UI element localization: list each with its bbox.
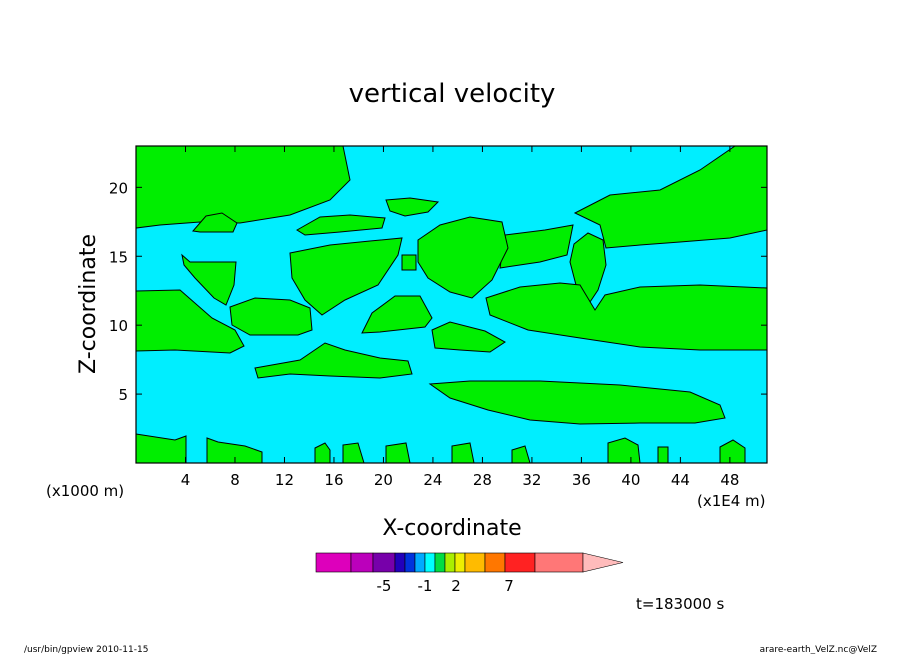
colorbar-segment xyxy=(404,552,416,573)
colorbar-labels: -5 -1 2 7 xyxy=(377,577,514,595)
positive-region xyxy=(431,321,506,353)
positive-region xyxy=(314,442,331,464)
plot-frame xyxy=(135,145,768,464)
x-axis-ticks: 4 8 12 16 20 24 28 32 36 40 44 48 xyxy=(181,146,739,489)
footer-right: arare-earth_VelZ.nc@VelZ xyxy=(760,645,877,654)
colorbar-level-label: 2 xyxy=(451,577,461,595)
colorbar-segment xyxy=(434,552,446,573)
x-tick-label: 24 xyxy=(423,471,442,489)
colorbar-segment xyxy=(484,552,506,573)
y-tick-label: 5 xyxy=(118,386,128,404)
positive-region xyxy=(428,380,726,425)
positive-region xyxy=(657,446,669,464)
colorbar-segment xyxy=(394,552,406,573)
colorbar-level-label: -1 xyxy=(418,577,433,595)
positive-region xyxy=(361,295,433,334)
colorbar-segment xyxy=(350,552,374,573)
positive-region xyxy=(385,442,411,464)
positive-region xyxy=(607,437,641,464)
time-label: t=183000 s xyxy=(636,595,724,613)
y-axis-label: Z-coordinate xyxy=(76,234,101,374)
colorbar-segment xyxy=(454,552,466,573)
x-tick-label: 8 xyxy=(230,471,240,489)
y-tick-label: 20 xyxy=(109,179,128,197)
colorbar-segment xyxy=(414,552,426,573)
positive-region xyxy=(229,297,313,336)
colorbar-segment xyxy=(464,552,486,573)
positive-region xyxy=(135,289,245,354)
colorbar xyxy=(315,552,624,573)
colorbar-segment xyxy=(504,552,536,573)
positive-region xyxy=(417,216,509,299)
positive-region xyxy=(485,282,768,351)
colorbar-level-label: -5 xyxy=(377,577,392,595)
chart-title: vertical velocity xyxy=(349,79,556,109)
x-tick-label: 44 xyxy=(671,471,690,489)
x-axis-label: X-coordinate xyxy=(382,516,521,541)
x-tick-label: 16 xyxy=(324,471,343,489)
positive-region xyxy=(181,253,237,306)
positive-region xyxy=(135,433,187,464)
positive-region xyxy=(451,442,475,464)
y-tick-label: 15 xyxy=(109,248,128,266)
x-unit-left: (x1000 m) xyxy=(46,482,124,500)
footer-left: /usr/bin/gpview 2010-11-15 xyxy=(24,645,148,654)
colorbar-segment xyxy=(444,552,456,573)
positive-region xyxy=(254,342,413,379)
positive-region xyxy=(289,237,403,316)
colorbar-arrow xyxy=(582,552,624,573)
positive-region xyxy=(192,212,238,233)
x-tick-label: 48 xyxy=(720,471,739,489)
x-tick-label: 12 xyxy=(275,471,294,489)
x-tick-label: 28 xyxy=(473,471,492,489)
x-tick-label: 32 xyxy=(522,471,541,489)
x-unit-right: (x1E4 m) xyxy=(697,492,766,510)
x-tick-label: 36 xyxy=(572,471,591,489)
x-tick-label: 40 xyxy=(621,471,640,489)
positive-regions xyxy=(135,145,768,464)
colorbar-segment xyxy=(534,552,584,573)
positive-region xyxy=(499,224,574,269)
positive-region xyxy=(719,439,746,464)
colorbar-level-label: 7 xyxy=(504,577,514,595)
colorbar-segment xyxy=(315,552,352,573)
positive-region xyxy=(296,214,386,236)
y-tick-label: 10 xyxy=(109,317,128,335)
x-tick-label: 4 xyxy=(181,471,191,489)
colorbar-segment xyxy=(424,552,436,573)
positive-region xyxy=(385,197,440,217)
y-axis-ticks: 5 10 15 20 xyxy=(109,179,767,404)
x-tick-label: 20 xyxy=(374,471,393,489)
colorbar-segment xyxy=(372,552,396,573)
positive-region xyxy=(135,145,351,229)
positive-region xyxy=(401,254,417,271)
